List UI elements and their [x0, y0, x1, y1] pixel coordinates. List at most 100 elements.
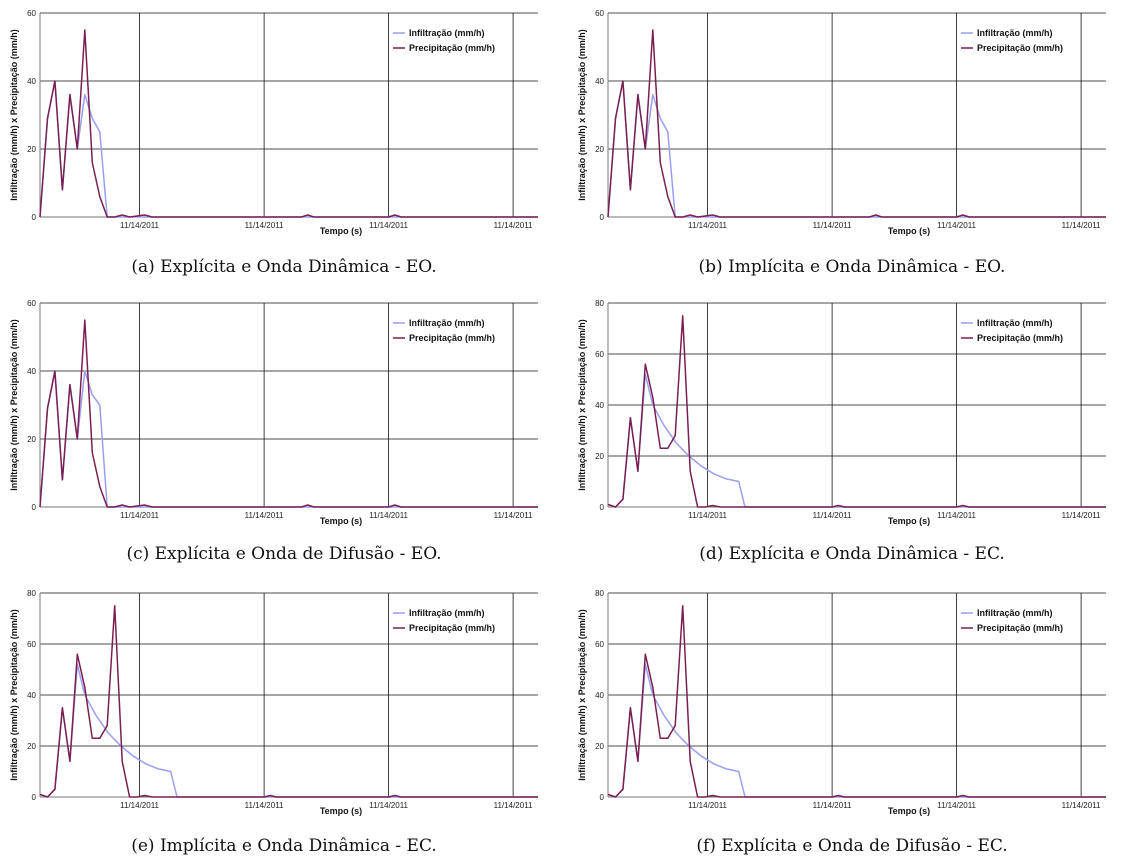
y-axis-title-f: Infiltração (mm/h) x Precipitação (mm/h): [577, 609, 587, 781]
x-axis-title-f: Tempo (s): [888, 806, 930, 816]
y-tick-label-c-1: 20: [27, 435, 36, 444]
series-line-precipitation-e: [39, 605, 538, 798]
chart-panel-f: 0 20 40 60 80 11/14/2011 11/14/2011 11/14/2011 1…: [568, 580, 1136, 867]
x-tick-label-f-2: 11/14/2011: [937, 801, 976, 810]
legend-label-infiltration-d: Infiltração (mm/h): [977, 318, 1053, 328]
chart-panel-b: 0 20 40 60 11/14/2011 11/14/2011 11/14/2011 11/…: [568, 0, 1136, 287]
legend-label-precipitation-a: Precipitação (mm/h): [409, 43, 495, 53]
x-tick-label-a-3: 11/14/2011: [494, 221, 533, 230]
x-axis-title-b: Tempo (s): [888, 226, 930, 236]
x-tick-label-c-1: 11/14/2011: [245, 511, 284, 520]
y-tick-label-f-1: 20: [595, 742, 604, 751]
x-axis-title-a: Tempo (s): [320, 226, 362, 236]
y-tick-label-c-0: 0: [32, 503, 37, 512]
x-tick-label-b-3: 11/14/2011: [1062, 221, 1101, 230]
y-axis-title-d: Infiltração (mm/h) x Precipitação (mm/h): [577, 319, 587, 491]
y-tick-label-e-2: 40: [27, 691, 36, 700]
caption-f: (f) Explícita e Onda de Difusão - EC.: [696, 836, 1008, 856]
legend-label-infiltration-e: Infiltração (mm/h): [409, 608, 485, 618]
x-tick-label-b-0: 11/14/2011: [688, 221, 727, 230]
chart-c: 0 20 40 60 11/14/2011 11/14/2011 11/14/2011 11/…: [9, 299, 538, 526]
y-tick-label-b-1: 20: [595, 145, 604, 154]
x-tick-label-a-1: 11/14/2011: [245, 221, 284, 230]
x-tick-label-e-2: 11/14/2011: [369, 801, 408, 810]
y-axis-title-a: Infiltração (mm/h) x Precipitação (mm/h): [9, 29, 19, 201]
series-line-infiltration-e: [39, 663, 538, 798]
x-tick-label-d-0: 11/14/2011: [688, 511, 727, 520]
x-tick-label-a-0: 11/14/2011: [120, 221, 159, 230]
y-tick-label-e-1: 20: [27, 742, 36, 751]
x-tick-label-e-1: 11/14/2011: [245, 801, 284, 810]
y-tick-label-f-3: 60: [595, 640, 604, 649]
series-line-precipitation-f: [607, 605, 1106, 798]
x-tick-label-d-2: 11/14/2011: [937, 511, 976, 520]
y-tick-label-f-2: 40: [595, 691, 604, 700]
x-axis-title-e: Tempo (s): [320, 806, 362, 816]
x-tick-label-f-1: 11/14/2011: [813, 801, 852, 810]
series-line-infiltration-d: [607, 373, 1106, 508]
y-tick-label-e-0: 0: [32, 793, 37, 802]
chart-b: 0 20 40 60 11/14/2011 11/14/2011 11/14/2011 11/…: [577, 9, 1106, 236]
chart-panel-d: 0 20 40 60 80 11/14/2011 11/14/2011 11/14/2011 1…: [568, 290, 1136, 577]
series-line-infiltration-f: [607, 663, 1106, 798]
chart-panel-e: 0 20 40 60 80 11/14/2011 11/14/2011 11/14/2011 1…: [0, 580, 568, 867]
x-tick-label-e-3: 11/14/2011: [494, 801, 533, 810]
chart-panel-c: 0 20 40 60 11/14/2011 11/14/2011 11/14/2011 11/…: [0, 290, 568, 577]
legend-label-precipitation-f: Precipitação (mm/h): [977, 623, 1063, 633]
y-tick-label-b-0: 0: [600, 213, 605, 222]
x-tick-label-d-1: 11/14/2011: [813, 511, 852, 520]
y-tick-label-b-3: 60: [595, 9, 604, 18]
x-tick-label-f-0: 11/14/2011: [688, 801, 727, 810]
legend-label-precipitation-e: Precipitação (mm/h): [409, 623, 495, 633]
legend-label-infiltration-f: Infiltração (mm/h): [977, 608, 1053, 618]
y-tick-label-a-3: 60: [27, 9, 36, 18]
x-axis-title-c: Tempo (s): [320, 516, 362, 526]
series-line-precipitation-c: [39, 319, 538, 508]
y-tick-label-a-1: 20: [27, 145, 36, 154]
legend-label-infiltration-b: Infiltração (mm/h): [977, 28, 1053, 38]
y-tick-label-b-2: 40: [595, 77, 604, 86]
caption-e: (e) Implícita e Onda Dinâmica - EC.: [131, 836, 437, 856]
caption-a: (a) Explícita e Onda Dinâmica - EO.: [131, 257, 437, 277]
series-line-precipitation-d: [607, 315, 1106, 508]
caption-b: (b) Implícita e Onda Dinâmica - EO.: [698, 257, 1006, 277]
legend-label-precipitation-b: Precipitação (mm/h): [977, 43, 1063, 53]
y-tick-label-d-0: 0: [600, 503, 605, 512]
legend-label-infiltration-a: Infiltração (mm/h): [409, 28, 485, 38]
y-tick-label-d-1: 20: [595, 452, 604, 461]
y-tick-label-d-4: 80: [595, 299, 604, 308]
x-tick-label-f-3: 11/14/2011: [1062, 801, 1101, 810]
y-tick-label-d-3: 60: [595, 350, 604, 359]
series-line-precipitation-a: [39, 29, 538, 218]
x-tick-label-b-1: 11/14/2011: [813, 221, 852, 230]
legend-label-precipitation-d: Precipitação (mm/h): [977, 333, 1063, 343]
chart-e: 0 20 40 60 80 11/14/2011 11/14/2011 11/14/2011 1…: [9, 589, 538, 816]
x-tick-label-c-3: 11/14/2011: [494, 511, 533, 520]
y-tick-label-f-4: 80: [595, 589, 604, 598]
series-line-precipitation-b: [607, 29, 1106, 218]
y-axis-title-e: Infiltração (mm/h) x Precipitação (mm/h): [9, 609, 19, 781]
caption-d: (d) Explícita e Onda Dinâmica - EC.: [699, 544, 1005, 564]
y-tick-label-c-2: 40: [27, 367, 36, 376]
x-tick-label-a-2: 11/14/2011: [369, 221, 408, 230]
chart-f: 0 20 40 60 80 11/14/2011 11/14/2011 11/14/2011 1…: [577, 589, 1106, 816]
y-tick-label-c-3: 60: [27, 299, 36, 308]
chart-d: 0 20 40 60 80 11/14/2011 11/14/2011 11/14/2011 1…: [577, 299, 1106, 526]
y-tick-label-e-4: 80: [27, 589, 36, 598]
y-tick-label-f-0: 0: [600, 793, 605, 802]
x-tick-label-c-0: 11/14/2011: [120, 511, 159, 520]
x-tick-label-c-2: 11/14/2011: [369, 511, 408, 520]
x-tick-label-d-3: 11/14/2011: [1062, 511, 1101, 520]
chart-panel-a: 0 20 40 60 11/14/2011 11/14/2011 11/14/2011 11/…: [0, 0, 568, 287]
x-tick-label-b-2: 11/14/2011: [937, 221, 976, 230]
legend-label-infiltration-c: Infiltração (mm/h): [409, 318, 485, 328]
y-axis-title-b: Infiltração (mm/h) x Precipitação (mm/h): [577, 29, 587, 201]
y-tick-label-e-3: 60: [27, 640, 36, 649]
y-tick-label-d-2: 40: [595, 401, 604, 410]
x-tick-label-e-0: 11/14/2011: [120, 801, 159, 810]
legend-label-precipitation-c: Precipitação (mm/h): [409, 333, 495, 343]
y-tick-label-a-0: 0: [32, 213, 37, 222]
x-axis-title-d: Tempo (s): [888, 516, 930, 526]
chart-a: 0 20 40 60 11/14/2011 11/14/2011 11/14/2011 11/…: [9, 9, 538, 236]
y-tick-label-a-2: 40: [27, 77, 36, 86]
